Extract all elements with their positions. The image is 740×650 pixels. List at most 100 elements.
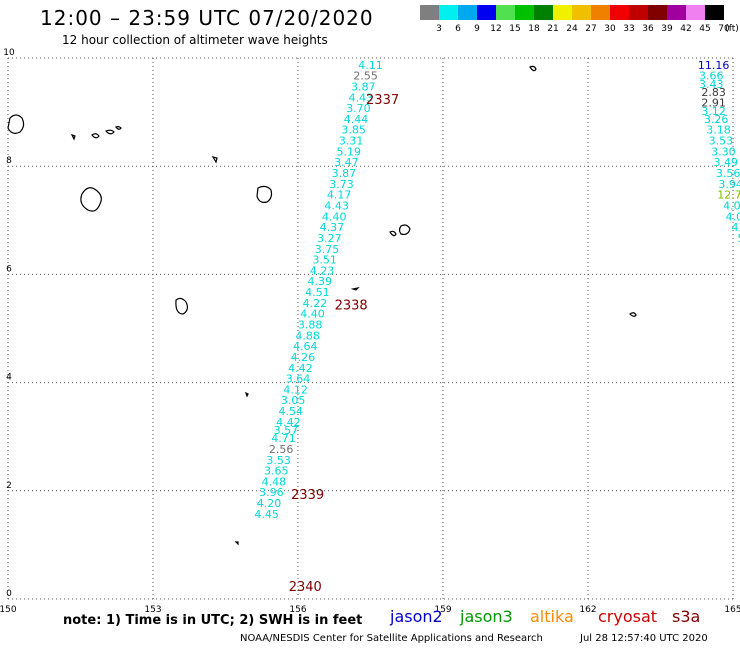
wave-height-value: 4.39: [308, 275, 333, 288]
orbit-number-label: 2340: [289, 580, 322, 595]
colorbar-label: 3: [436, 24, 442, 34]
wave-height-value: 2.91: [701, 97, 726, 110]
wave-height-value: 3.05: [281, 394, 306, 407]
wave-height-value: 4.17: [327, 189, 352, 202]
island-outlines: [7, 65, 637, 546]
x-tick-label: 159: [434, 605, 451, 615]
wave-height-value: 12.73: [717, 189, 740, 202]
wave-height-value: 4.02: [723, 199, 740, 212]
wave-height-value: 3.87: [332, 167, 357, 180]
colorbar-swatch: [477, 5, 496, 20]
colorbar-swatch: [496, 5, 515, 20]
colorbar-unit: (ft): [725, 24, 739, 34]
wave-height-value: 4.64: [293, 340, 318, 353]
legend-altika: altika: [530, 607, 574, 626]
y-tick-label: 0: [6, 589, 12, 599]
colorbar-label: 45: [699, 24, 711, 34]
island-outline: [389, 230, 397, 237]
island-outline: [629, 312, 637, 317]
x-tick-label: 165: [724, 605, 740, 615]
wave-height-value: 3.31: [339, 135, 364, 148]
y-tick-label: 10: [3, 48, 15, 58]
wave-height-value: 4.40: [322, 210, 347, 223]
colorbar-label: 21: [547, 24, 559, 34]
wave-height-value: 4.42: [276, 416, 301, 429]
colorbar-swatch: [420, 5, 439, 20]
x-tick-label: 150: [0, 605, 17, 615]
colorbar-label: 9: [474, 24, 480, 34]
island-outline: [7, 114, 25, 134]
orbit-number-label: 2337: [366, 93, 399, 108]
wave-height-value: 4.71: [271, 432, 296, 445]
colorbar-swatch: [629, 5, 648, 20]
legend-jason2: jason2: [390, 607, 443, 626]
colorbar-swatch: [648, 5, 667, 20]
wave-height-value: 2.55: [353, 70, 378, 83]
wave-height-value: 4.43: [349, 91, 374, 104]
wave-height-value: 11.16: [698, 59, 730, 72]
wave-height-value: 3.57: [274, 424, 299, 437]
island-outline: [91, 133, 100, 139]
wave-height-value: 4.54: [279, 405, 304, 418]
wave-height-value: 4.40: [300, 308, 325, 321]
island-outline: [398, 224, 411, 236]
colorbar-swatch: [705, 5, 724, 20]
colorbar-label: 12: [490, 24, 502, 34]
island-outline: [350, 287, 360, 291]
colorbar-swatch: [515, 5, 534, 20]
island-outline: [70, 133, 76, 141]
wave-height-value: 4.23: [310, 264, 335, 277]
wave-height-value: 3.30: [711, 145, 736, 158]
x-tick-label: 162: [579, 605, 596, 615]
wave-height-value: 3.66: [699, 70, 724, 83]
colorbar-label: 70: [718, 24, 730, 34]
orbit-number-label: 2338: [335, 299, 368, 314]
wave-height-value: 2.56: [269, 443, 294, 456]
generated-timestamp: Jul 28 12:57:40 UTC 2020: [580, 633, 708, 644]
wave-height-value: 5.: [737, 232, 740, 245]
colorbar-label: 36: [642, 24, 654, 34]
wave-height-value: 3.75: [315, 243, 340, 256]
wave-height-value: 3.53: [266, 454, 291, 467]
orbit-labels: 2337 2338 2339 2340: [289, 93, 399, 595]
island-outline: [234, 541, 239, 546]
colorbar-swatch: [610, 5, 629, 20]
island-outline: [175, 297, 189, 315]
colorbar-swatch: [534, 5, 553, 20]
x-tick-label: 153: [144, 605, 161, 615]
orbit-number-label: 2339: [291, 488, 324, 503]
wave-height-value: 3.73: [329, 178, 354, 191]
wave-height-value: 3.56: [716, 167, 740, 180]
colorbar-swatch: [458, 5, 477, 20]
y-tick-label: 8: [6, 156, 12, 166]
legend-jason3: jason3: [460, 607, 513, 626]
wave-height-value: 4.22: [303, 297, 328, 310]
wave-height-value: 4.45: [254, 508, 279, 521]
colorbar-label: 30: [604, 24, 616, 34]
island-outline: [256, 185, 273, 203]
wave-height-value: 4.43: [324, 199, 349, 212]
island-outline: [211, 156, 218, 164]
colorbar-label: 24: [566, 24, 578, 34]
colorbar-label: 33: [623, 24, 635, 34]
wave-height-value: 5.19: [337, 145, 362, 158]
wave-height-value: 4.20: [257, 497, 282, 510]
colorbar-swatch: [591, 5, 610, 20]
footnote: note: 1) Time is in UTC; 2) SWH is in fe…: [63, 613, 363, 628]
colorbar-label: 39: [661, 24, 673, 34]
wave-height-value: 4.88: [295, 329, 320, 342]
wave-height-value: 3.26: [704, 113, 729, 126]
island-outline: [115, 126, 122, 130]
wave-height-value: 3.43: [699, 78, 724, 91]
y-tick-label: 2: [6, 481, 12, 491]
y-tick-label: 6: [6, 264, 12, 274]
wave-height-value: 4.51: [305, 286, 330, 299]
wave-height-value: 3.96: [259, 486, 284, 499]
colorbar-label: 42: [680, 24, 692, 34]
wave-height-value: 4.12: [283, 383, 308, 396]
wave-height-value: 3.64: [286, 373, 311, 386]
legend-cryosat: cryosat: [598, 607, 658, 626]
colorbar-label: 6: [455, 24, 461, 34]
island-outline: [80, 187, 102, 212]
wave-height-value: 4.3: [732, 221, 740, 234]
